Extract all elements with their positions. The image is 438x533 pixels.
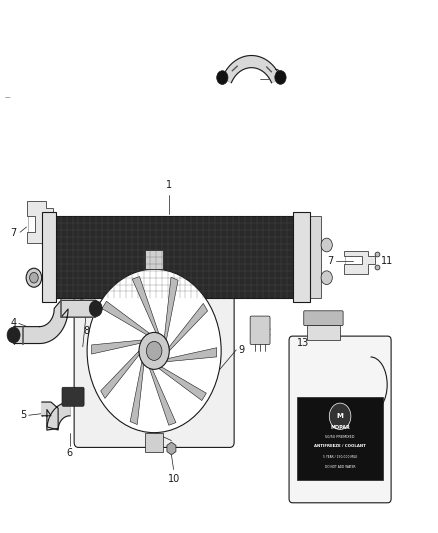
FancyBboxPatch shape	[62, 387, 84, 406]
Text: 5: 5	[20, 410, 27, 420]
Polygon shape	[14, 300, 96, 343]
Text: DO NOT ADD WATER: DO NOT ADD WATER	[325, 465, 355, 469]
Circle shape	[26, 268, 42, 287]
Circle shape	[275, 70, 286, 84]
Polygon shape	[27, 200, 53, 243]
Circle shape	[321, 271, 332, 285]
Bar	[293, 212, 310, 302]
Circle shape	[7, 327, 20, 343]
Circle shape	[321, 238, 332, 252]
Polygon shape	[344, 251, 374, 274]
Polygon shape	[102, 301, 149, 335]
Text: 50/50 PREMIXED: 50/50 PREMIXED	[325, 435, 355, 439]
Polygon shape	[130, 362, 144, 425]
Polygon shape	[164, 277, 178, 340]
Text: 2: 2	[79, 300, 85, 310]
Polygon shape	[132, 277, 159, 333]
Bar	[145, 433, 163, 451]
Polygon shape	[166, 348, 217, 362]
Text: 1: 1	[166, 180, 172, 190]
Text: 7: 7	[11, 228, 17, 238]
Text: MOPAR: MOPAR	[330, 425, 350, 430]
Text: 13: 13	[297, 338, 310, 348]
Bar	[145, 250, 163, 269]
Bar	[307, 325, 340, 341]
Circle shape	[146, 342, 162, 360]
Text: 10: 10	[167, 474, 180, 484]
Circle shape	[87, 269, 221, 433]
Text: 6: 6	[67, 448, 73, 458]
Text: —: —	[5, 95, 11, 100]
Text: 5 YEAR / 150,000 MILE: 5 YEAR / 150,000 MILE	[323, 455, 357, 459]
Circle shape	[217, 71, 228, 84]
Bar	[297, 397, 383, 480]
Text: ANTIFREEZE / COOLANT: ANTIFREEZE / COOLANT	[314, 445, 366, 448]
Text: 3: 3	[273, 69, 279, 79]
FancyBboxPatch shape	[250, 316, 270, 344]
FancyBboxPatch shape	[74, 254, 234, 447]
Text: 8: 8	[83, 326, 89, 336]
Text: M: M	[337, 413, 343, 419]
Polygon shape	[42, 402, 70, 430]
Text: 4: 4	[11, 318, 17, 328]
Polygon shape	[92, 340, 142, 354]
Circle shape	[30, 272, 38, 283]
Bar	[42, 212, 56, 302]
Polygon shape	[169, 303, 208, 351]
FancyBboxPatch shape	[304, 311, 343, 326]
Circle shape	[329, 403, 351, 430]
Text: 9: 9	[238, 345, 244, 355]
Polygon shape	[159, 367, 206, 400]
Polygon shape	[223, 55, 280, 83]
Polygon shape	[149, 368, 176, 425]
Polygon shape	[101, 351, 139, 398]
FancyBboxPatch shape	[289, 336, 391, 503]
Circle shape	[139, 333, 169, 369]
Bar	[310, 216, 321, 298]
Text: 11: 11	[381, 256, 393, 266]
Text: 7: 7	[327, 256, 334, 266]
Bar	[55, 216, 293, 298]
Text: 12: 12	[260, 327, 272, 337]
Circle shape	[89, 301, 102, 317]
